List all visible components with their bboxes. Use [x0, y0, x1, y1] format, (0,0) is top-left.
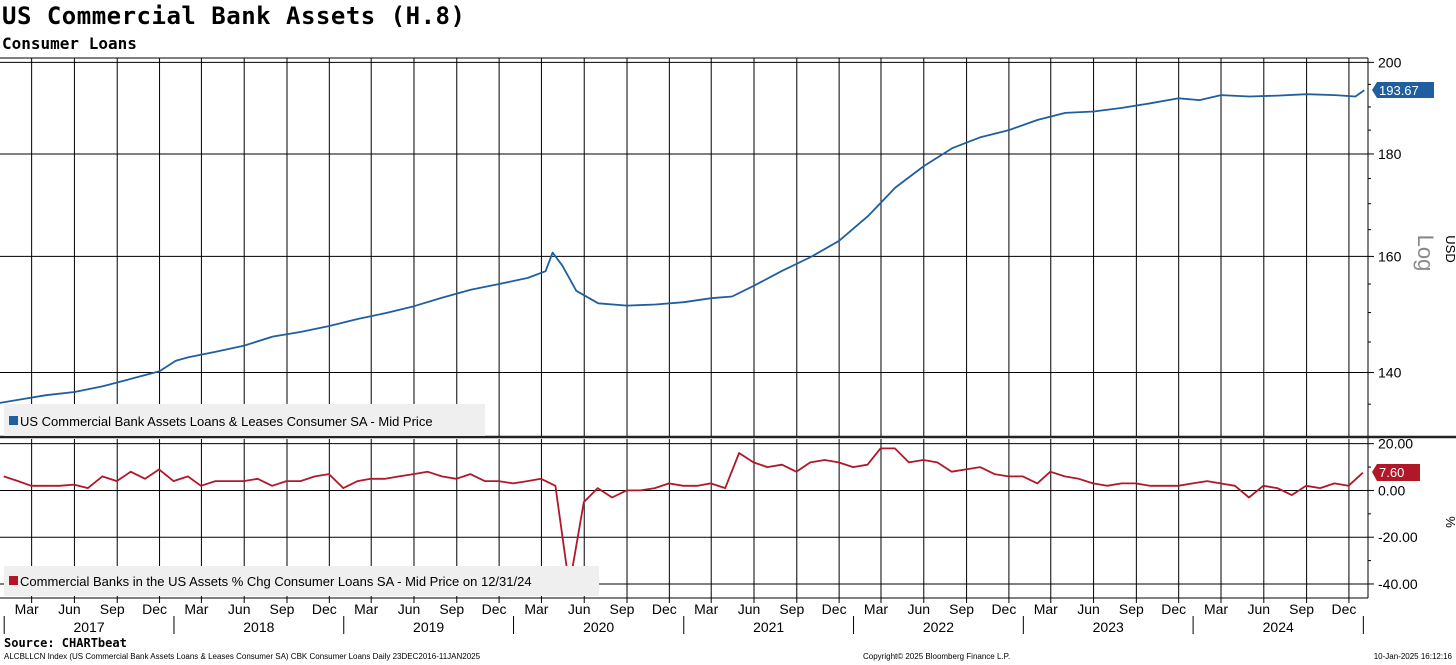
- x-month-label: Jun: [1077, 601, 1100, 617]
- x-month-label: Jun: [228, 601, 251, 617]
- lower-y-axis-title: %: [1443, 516, 1456, 528]
- x-year-label: 2019: [413, 619, 444, 635]
- x-month-label: Dec: [652, 601, 677, 617]
- source-note: Source: CHARTbeat: [4, 636, 127, 650]
- upper-y-tick-label: 180: [1378, 146, 1402, 162]
- x-month-label: Sep: [1289, 601, 1314, 617]
- x-month-label: Mar: [864, 601, 888, 617]
- x-month-label: Jun: [568, 601, 591, 617]
- lower-last-value-label: 7.60: [1379, 465, 1404, 480]
- x-year-label: 2017: [73, 619, 104, 635]
- x-year-label: 2022: [923, 619, 954, 635]
- upper-legend-swatch: [9, 416, 18, 425]
- x-month-label: Dec: [1161, 601, 1186, 617]
- upper-legend-label: US Commercial Bank Assets Loans & Leases…: [20, 414, 433, 429]
- x-month-label: Sep: [779, 601, 804, 617]
- x-month-label: Jun: [1248, 601, 1271, 617]
- upper-last-value-label: 193.67: [1379, 83, 1419, 98]
- x-month-label: Mar: [524, 601, 548, 617]
- x-month-label: Sep: [439, 601, 464, 617]
- footer-copyright: Copyright© 2025 Bloomberg Finance L.P.: [863, 652, 1011, 661]
- log-scale-label: Log: [1413, 235, 1438, 272]
- lower-series-line: [3, 447, 1364, 588]
- axis-layer: 140 160 180 200 20.00 0.00 -20.00 -40.00 Mar Jun S…: [0, 54, 1456, 635]
- upper-last-value-tag: [1372, 82, 1434, 98]
- x-month-label: Jun: [58, 601, 81, 617]
- lower-y-tick-label: -40.00: [1378, 576, 1418, 592]
- x-month-label: Dec: [991, 601, 1016, 617]
- x-month-label: Mar: [694, 601, 718, 617]
- upper-y-tick-label: 160: [1378, 248, 1402, 264]
- x-month-label: Dec: [822, 601, 847, 617]
- x-month-label: Dec: [312, 601, 337, 617]
- footer-description: ALCBLLCN Index (US Commercial Bank Asset…: [4, 652, 481, 661]
- x-month-label: Sep: [949, 601, 974, 617]
- lower-legend-box: [4, 566, 599, 596]
- x-year-label: 2024: [1263, 619, 1294, 635]
- x-month-label: Mar: [1034, 601, 1058, 617]
- lower-y-tick-label: 0.00: [1378, 482, 1405, 498]
- upper-legend-box: [4, 404, 485, 436]
- x-year-label: 2018: [243, 619, 274, 635]
- lower-legend-swatch: [9, 576, 18, 585]
- x-month-label: Mar: [354, 601, 378, 617]
- lower-legend-label: Commercial Banks in the US Assets % Chg …: [20, 574, 532, 589]
- x-month-label: Sep: [270, 601, 295, 617]
- footer-timestamp: 10-Jan-2025 16:12:16: [1373, 652, 1452, 661]
- x-year-label: 2020: [583, 619, 614, 635]
- x-month-label: Mar: [15, 601, 39, 617]
- x-month-label: Jun: [738, 601, 761, 617]
- x-month-label: Dec: [142, 601, 167, 617]
- series-layer: [0, 89, 1365, 588]
- chart-title: US Commercial Bank Assets (H.8): [2, 2, 466, 30]
- x-month-label: Mar: [184, 601, 208, 617]
- chart-subtitle: Consumer Loans: [2, 34, 137, 53]
- x-month-label: Dec: [482, 601, 507, 617]
- upper-y-axis-title: USD: [1443, 235, 1456, 262]
- x-year-label: 2021: [753, 619, 784, 635]
- x-month-label: Sep: [1119, 601, 1144, 617]
- x-year-label: 2023: [1093, 619, 1124, 635]
- lower-y-tick-label: 20.00: [1378, 436, 1413, 452]
- x-month-label: Dec: [1331, 601, 1356, 617]
- x-month-label: Jun: [907, 601, 930, 617]
- x-month-label: Jun: [398, 601, 421, 617]
- lower-last-value-tag: [1372, 464, 1420, 481]
- grid-layer: [0, 58, 1368, 598]
- upper-y-tick-label: 200: [1378, 54, 1402, 70]
- lower-y-tick-label: -20.00: [1378, 529, 1418, 545]
- x-month-label: Sep: [100, 601, 125, 617]
- x-month-label: Mar: [1204, 601, 1228, 617]
- upper-series-line: [0, 89, 1365, 404]
- x-month-label: Sep: [610, 601, 635, 617]
- upper-y-tick-label: 140: [1378, 365, 1402, 381]
